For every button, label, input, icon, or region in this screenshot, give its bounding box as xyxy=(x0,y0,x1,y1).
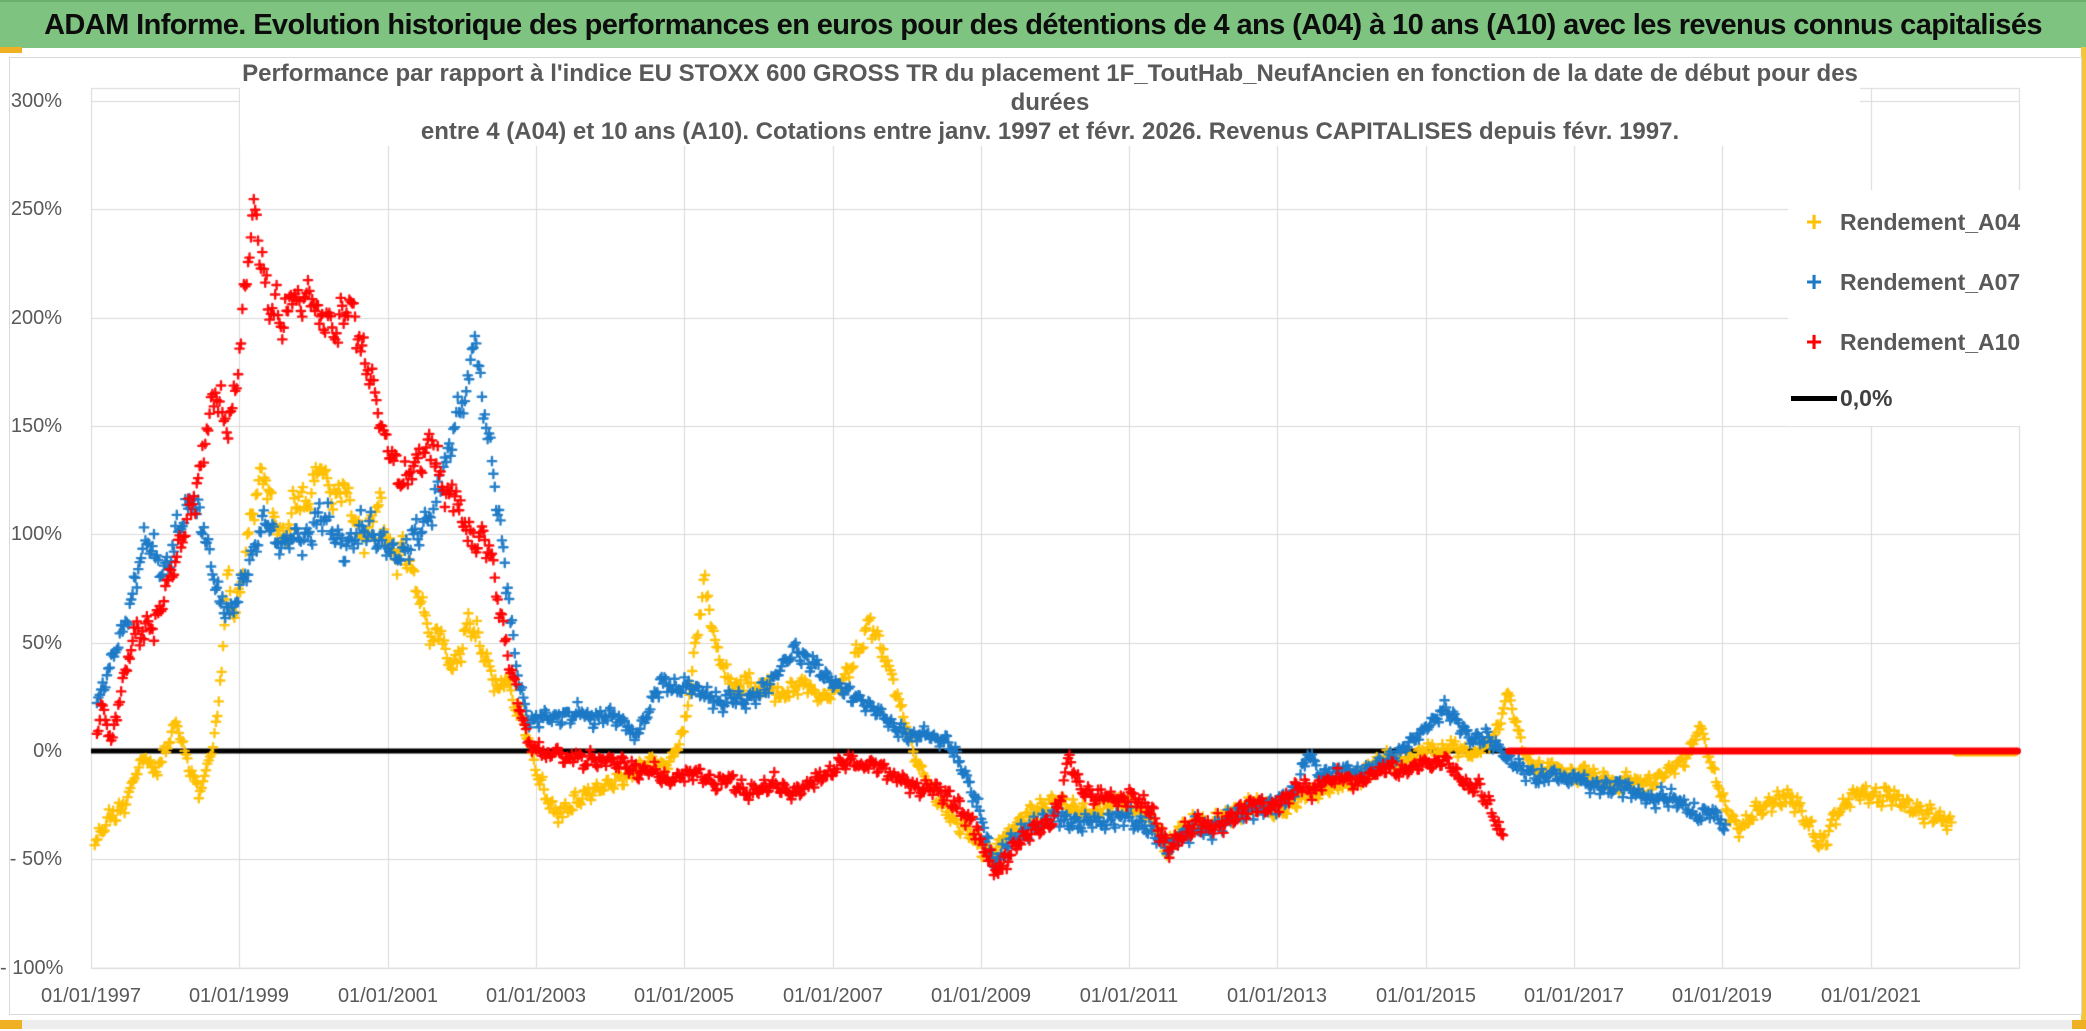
slide: ADAM Informe. Evolution historique des p… xyxy=(0,0,2086,1031)
chart-plot-canvas xyxy=(0,0,2086,1031)
